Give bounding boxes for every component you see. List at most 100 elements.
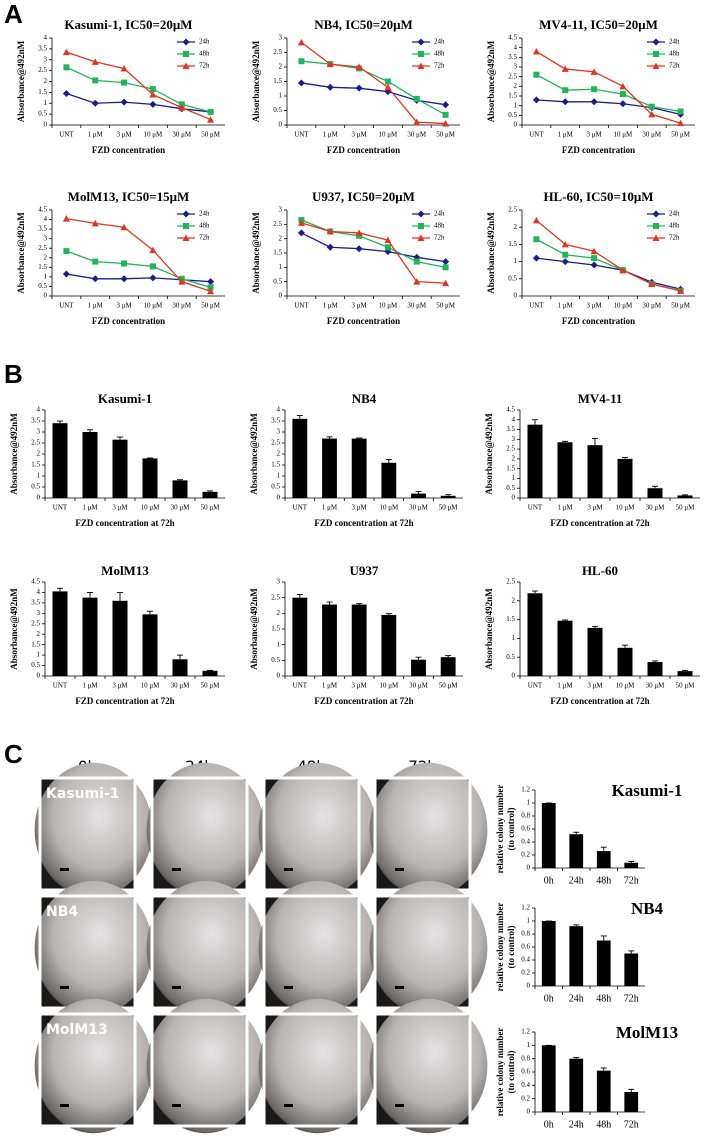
x-tick-label: UNT <box>293 504 308 512</box>
well <box>369 762 488 898</box>
well <box>369 880 488 1016</box>
y-tick-label: 2.5 <box>506 445 515 453</box>
line-marker <box>591 86 598 93</box>
x-tick-label: 1 μM <box>557 504 573 512</box>
y-axis-label: Absorbance@492nM <box>249 413 259 495</box>
x-tick-label: 1 μM <box>82 504 98 512</box>
data-line <box>536 257 681 290</box>
y-tick-label: 4 <box>44 34 48 42</box>
legend-label: 72h <box>434 234 445 242</box>
x-tick-label: UNT <box>53 682 68 690</box>
data-line <box>301 232 446 263</box>
legend-label: 24h <box>669 210 680 218</box>
line-marker <box>561 98 569 106</box>
line-marker <box>207 116 215 123</box>
bar <box>617 647 633 676</box>
line-marker <box>418 51 424 57</box>
y-tick-label: 2.5 <box>508 72 517 80</box>
bar <box>569 834 584 868</box>
micrograph-frame <box>262 1012 361 1128</box>
bar <box>647 488 663 498</box>
y-tick-label: 2 <box>279 234 283 242</box>
x-tick-label: 1 μM <box>558 302 574 310</box>
bar <box>411 493 426 498</box>
y-axis-label: relative colony number <box>495 785 505 874</box>
x-tick-label: 1 μM <box>323 302 339 310</box>
line-marker <box>298 58 305 65</box>
scale-bar <box>395 986 404 989</box>
x-tick-label: 1 μM <box>323 131 339 139</box>
y-tick-label: 1.5 <box>38 263 47 271</box>
y-tick-label: 3 <box>279 34 283 42</box>
line-marker <box>619 100 627 108</box>
bar <box>624 1092 639 1112</box>
bar <box>52 423 68 498</box>
y-tick-label: 1.5 <box>508 92 517 100</box>
y-tick-label: 2.5 <box>273 48 282 56</box>
bar <box>440 657 456 676</box>
data-line <box>66 250 211 289</box>
line-marker <box>355 63 363 70</box>
y-tick-label: 1.5 <box>273 249 282 257</box>
y-tick-label: 0 <box>44 121 48 129</box>
micrograph-frame <box>38 1012 137 1128</box>
panel-label: C <box>4 739 23 769</box>
chart-title: MV4-11, IC50=20μM <box>539 17 658 32</box>
x-tick-label: 10 μM <box>141 682 161 690</box>
x-tick-label: 3 μM <box>586 131 602 139</box>
x-tick-label: UNT <box>53 504 68 512</box>
y-tick-label: 1 <box>279 263 283 271</box>
data-line <box>66 217 211 292</box>
bar <box>647 662 663 676</box>
y-tick-label: 1.5 <box>31 461 40 469</box>
line-marker <box>417 234 425 241</box>
y-tick-label: 3.5 <box>38 225 47 233</box>
line-marker <box>121 260 128 267</box>
y-tick-label: 1 <box>514 101 518 109</box>
x-tick-label: 10 μM <box>379 302 399 310</box>
line-marker <box>442 101 450 109</box>
y-tick-label: 3.5 <box>38 44 47 52</box>
bar <box>541 921 556 986</box>
x-tick-label: 3 μM <box>352 682 368 690</box>
row-label: Kasumi-1 <box>46 786 120 802</box>
line-marker <box>619 82 627 90</box>
panel-label: B <box>4 359 23 389</box>
bar <box>322 438 337 498</box>
line-marker <box>120 223 128 231</box>
line-marker <box>532 48 540 55</box>
y-tick-label: 0.2 <box>521 851 530 859</box>
data-line <box>536 99 681 115</box>
line-marker <box>648 103 655 110</box>
scale-bar <box>284 868 293 871</box>
y-tick-label: 0.5 <box>38 282 47 290</box>
x-tick-label: 10 μM <box>144 302 164 310</box>
data-line <box>301 60 446 116</box>
y-axis-label: Absorbance@492nM <box>486 40 496 122</box>
y-tick-label: 1.5 <box>31 640 40 648</box>
well <box>258 880 377 1016</box>
bar <box>587 627 603 676</box>
line-marker <box>62 89 70 97</box>
scale-bar <box>172 986 181 989</box>
y-tick-label: 3.5 <box>271 417 280 425</box>
y-tick-label: 1 <box>527 799 531 807</box>
bar <box>624 953 639 986</box>
y-tick-label: 1 <box>277 472 281 480</box>
bar <box>292 418 308 498</box>
line-marker <box>297 219 305 226</box>
data-line <box>301 41 446 125</box>
bar <box>596 940 611 986</box>
well <box>369 998 488 1134</box>
line-marker <box>62 48 70 56</box>
micrograph-frame <box>150 1012 249 1128</box>
y-tick-label: 0 <box>512 672 516 680</box>
x-axis-label: FZD concentration <box>327 316 400 326</box>
line-marker <box>652 234 660 241</box>
x-axis-label: FZD concentration <box>562 145 635 155</box>
line-marker <box>207 278 215 286</box>
row-label: MolM13 <box>46 1022 108 1038</box>
line-marker <box>677 108 684 115</box>
x-axis-label: FZD concentration <box>92 145 165 155</box>
